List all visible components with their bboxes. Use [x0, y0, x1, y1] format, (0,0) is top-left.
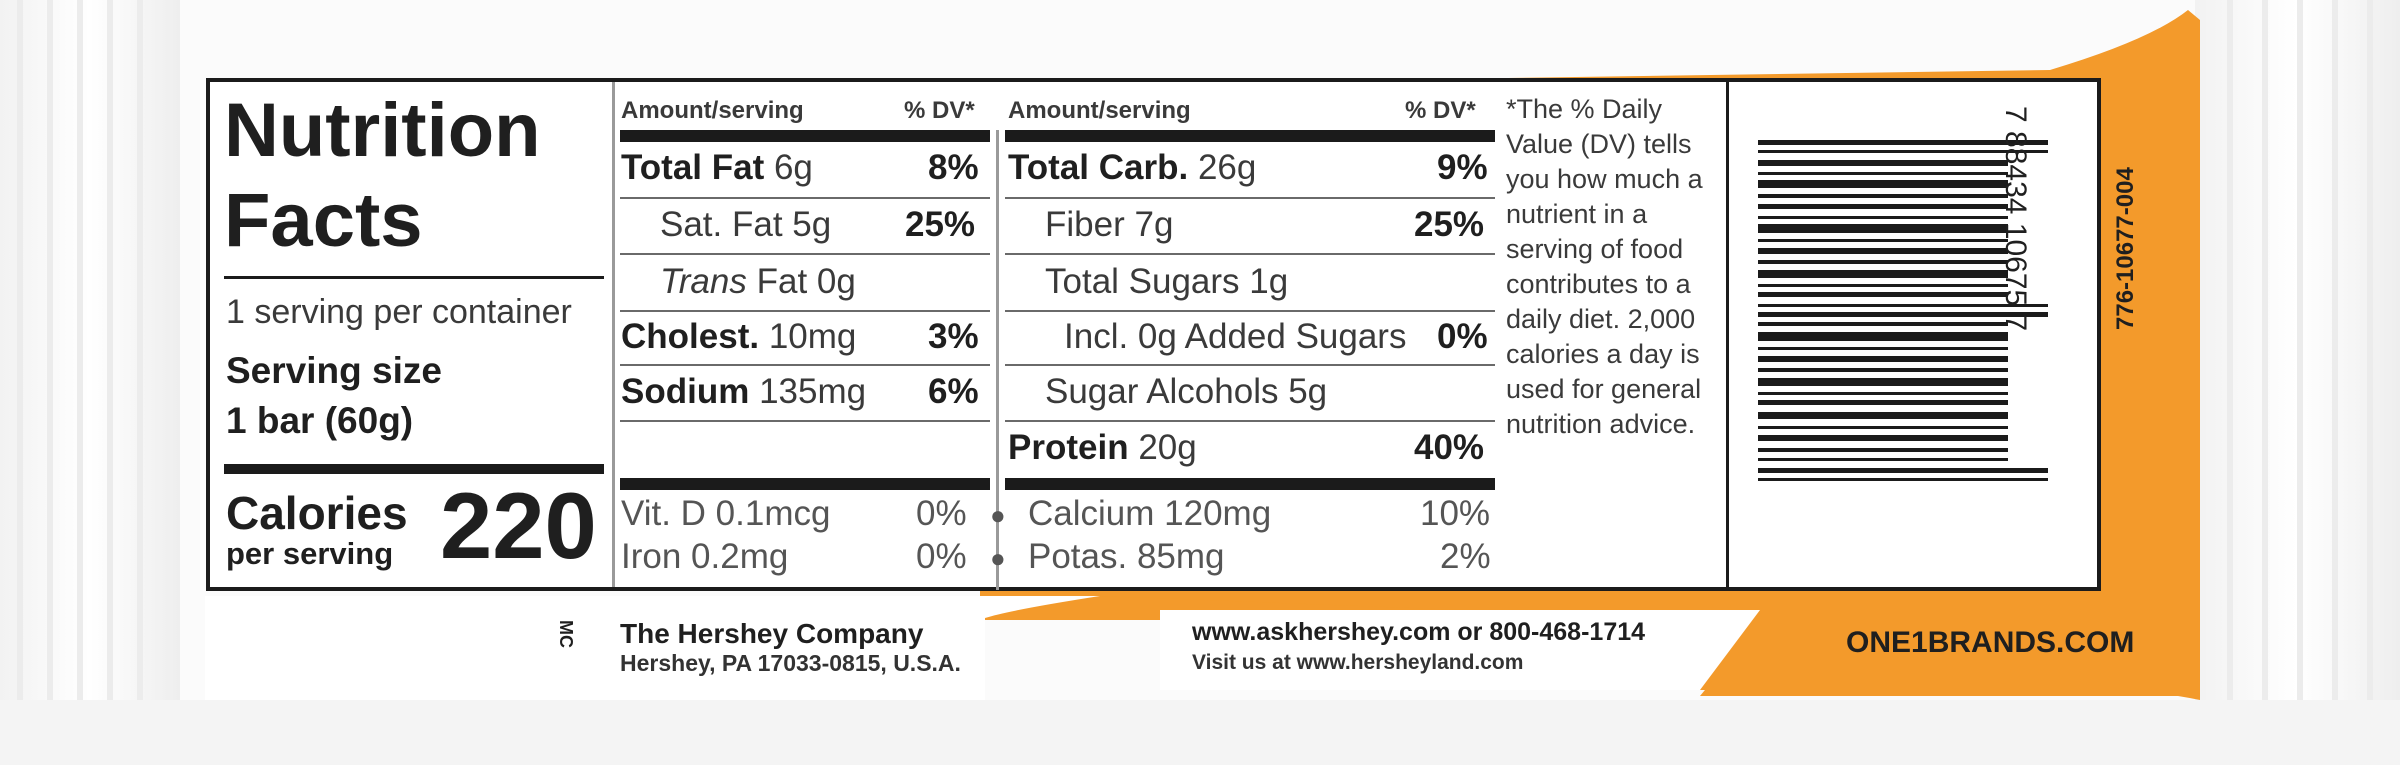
column-divider — [612, 82, 615, 587]
header-amount-left: Amount/serving — [621, 97, 804, 124]
micro-iron: Iron 0.2mg — [621, 537, 789, 576]
micro-calcium-dv: 10% — [1420, 494, 1491, 533]
row-cholesterol: Cholest. 10mg — [621, 317, 857, 356]
dv-added-sugars: 0% — [1437, 317, 1488, 356]
table-divider — [996, 130, 999, 590]
header-bar-left — [620, 130, 990, 142]
row-divider — [620, 197, 990, 199]
row-added-sugars: Incl. 0g Added Sugars — [1064, 317, 1407, 356]
row-divider — [620, 364, 990, 366]
row-divider — [1005, 364, 1495, 366]
row-total-carb: Total Carb. 26g — [1008, 148, 1257, 187]
dv-footnote: *The % Daily Value (DV) tells you how mu… — [1506, 94, 1703, 439]
row-trans-fat: Trans Fat 0g — [660, 262, 856, 301]
micronutrient-bar-right — [1005, 478, 1495, 490]
barcode-divider — [1726, 82, 1729, 587]
row-divider — [1005, 253, 1495, 255]
company-name: The Hershey Company — [620, 618, 924, 649]
serving-divider — [224, 464, 604, 474]
calories-label: Calories — [226, 487, 408, 539]
dv-protein: 40% — [1414, 428, 1485, 467]
calories-sublabel: per serving — [226, 536, 394, 571]
micro-potassium-dv: 2% — [1440, 537, 1491, 576]
row-fiber: Fiber 7g — [1045, 205, 1174, 244]
row-divider — [620, 310, 990, 312]
row-protein: Protein 20g — [1008, 428, 1197, 467]
micro-iron-dv: 0% — [916, 537, 967, 576]
serving-size-value: 1 bar (60g) — [226, 400, 414, 441]
title-divider — [224, 276, 604, 279]
row-divider — [1005, 310, 1495, 312]
dv-total-fat: 8% — [928, 148, 979, 187]
barcode-side-code: 776-10677-004 — [2112, 167, 2139, 330]
row-divider — [1005, 197, 1495, 199]
row-total-sugars: Total Sugars 1g — [1045, 262, 1289, 301]
trademark-mark: MC — [556, 620, 576, 648]
row-divider — [620, 253, 990, 255]
nutrition-facts-title-line2: Facts — [224, 178, 423, 263]
dv-total-carb: 9% — [1437, 148, 1488, 187]
nutrition-facts-title-line1: Nutrition — [224, 88, 541, 173]
dv-sat-fat: 25% — [905, 205, 976, 244]
row-divider — [1005, 420, 1495, 422]
header-dv-left: % DV* — [904, 97, 975, 124]
company-address: Hershey, PA 17033-0815, U.S.A. — [620, 650, 961, 676]
micro-calcium: Calcium 120mg — [1028, 494, 1272, 533]
bullet-icon: ● — [990, 500, 1006, 530]
servings-per-container: 1 serving per container — [226, 293, 572, 331]
serving-size-label: Serving size — [226, 350, 442, 391]
calories-value: 220 — [440, 473, 597, 578]
micro-vitamin-d-dv: 0% — [916, 494, 967, 533]
header-amount-right: Amount/serving — [1008, 97, 1191, 124]
contact-info: www.askhershey.com or 800-468-1714 — [1192, 618, 1646, 646]
row-sodium: Sodium 135mg — [621, 372, 867, 411]
micro-potassium: Potas. 85mg — [1028, 537, 1225, 576]
barcode-image — [1758, 140, 2048, 481]
dv-cholesterol: 3% — [928, 317, 979, 356]
row-sat-fat: Sat. Fat 5g — [660, 205, 832, 244]
bullet-icon: ● — [990, 543, 1006, 573]
dv-fiber: 25% — [1414, 205, 1485, 244]
header-bar-right — [1005, 130, 1495, 142]
visit-link: Visit us at www.hersheyland.com — [1192, 651, 1524, 674]
row-total-fat: Total Fat 6g — [621, 148, 813, 187]
dv-sodium: 6% — [928, 372, 979, 411]
micronutrient-bar-left — [620, 478, 990, 490]
micro-vitamin-d: Vit. D 0.1mcg — [621, 494, 831, 533]
barcode-digits: 7 88434 10675 7 — [1999, 106, 2032, 332]
row-sugar-alcohols: Sugar Alcohols 5g — [1045, 372, 1328, 411]
row-divider — [620, 420, 990, 422]
header-dv-right: % DV* — [1405, 97, 1476, 124]
brand-website: ONE1BRANDS.COM — [1846, 626, 2135, 659]
